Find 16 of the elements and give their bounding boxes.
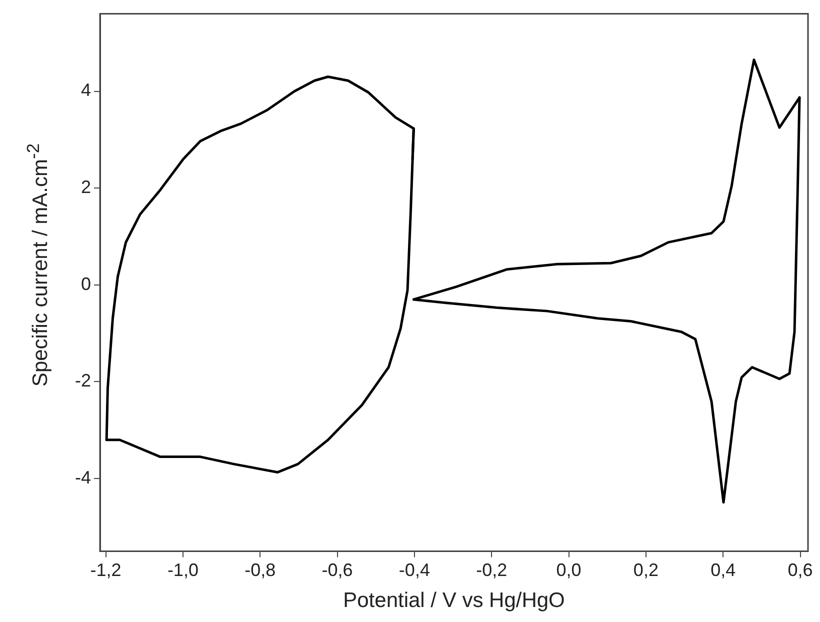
x-tick-label: 0,0 bbox=[556, 560, 582, 580]
y-tick-label: 2 bbox=[80, 177, 91, 198]
y-tick-label: -4 bbox=[74, 468, 91, 488]
y-tick-label: -2 bbox=[74, 370, 91, 391]
x-axis-title: Potential / V vs Hg/HgO bbox=[343, 589, 565, 612]
x-tick-label: -0,4 bbox=[398, 560, 430, 580]
x-tick-label: -0,8 bbox=[244, 560, 276, 580]
x-tick-label: 0,4 bbox=[710, 560, 736, 580]
x-tick-label: 0,2 bbox=[633, 560, 658, 580]
x-tick-label: -1,2 bbox=[90, 560, 122, 580]
x-tick-label: -1,0 bbox=[167, 560, 198, 580]
y-tick-label: 0 bbox=[80, 274, 91, 294]
y-tick-label: 4 bbox=[80, 80, 91, 100]
x-tick-label: -0,2 bbox=[476, 560, 508, 580]
x-tick-label: 0,6 bbox=[788, 560, 813, 580]
x-tick-label: -0,6 bbox=[322, 560, 353, 580]
